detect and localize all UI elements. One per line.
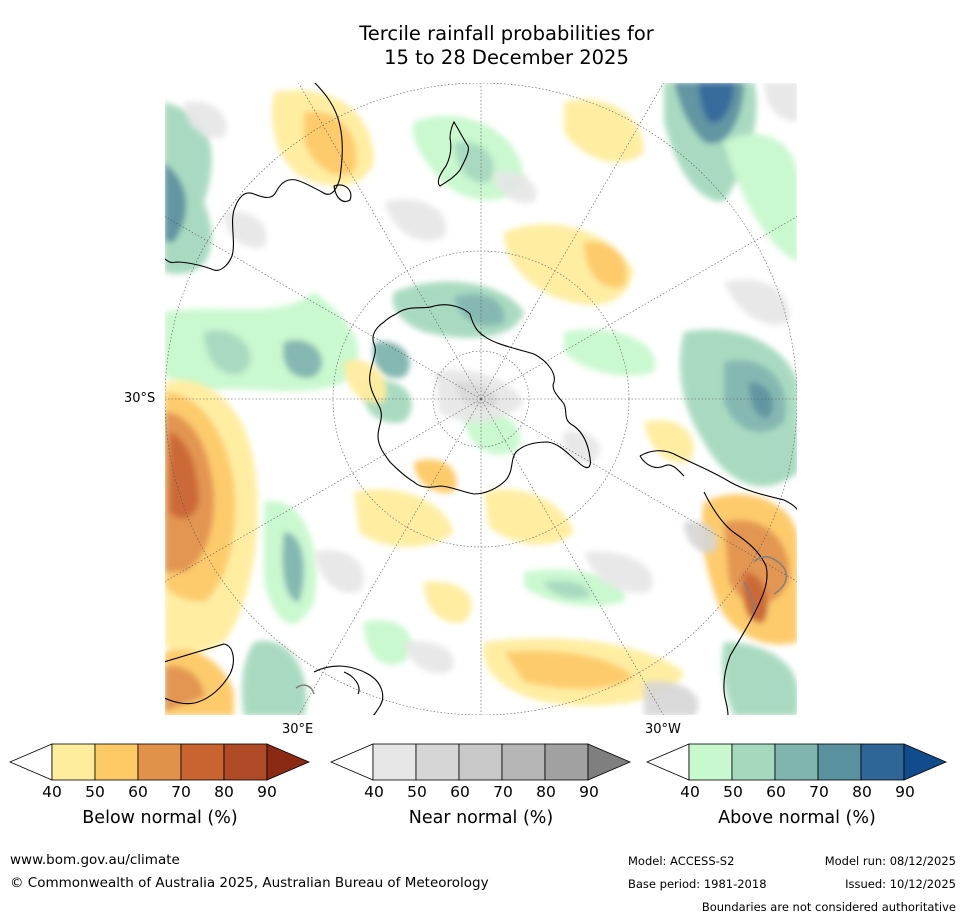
national-boundaries: [295, 556, 788, 695]
lat-label-30s: 30°S: [124, 391, 156, 406]
above-bin-80-90: [860, 743, 905, 781]
above-tick-60: 60: [766, 783, 786, 801]
lon-label-30e: 30°E: [282, 722, 314, 737]
colorbar-below-normal: [8, 743, 311, 781]
above-tick-80: 80: [852, 783, 872, 801]
map-title-line1: Tercile rainfall probabilities for: [359, 22, 654, 45]
below-normal-label: Below normal (%): [82, 808, 238, 828]
footer-model-run: Model run: 08/12/2025: [824, 854, 956, 868]
near-bin-80-90: [544, 743, 589, 781]
near-tick-90: 90: [579, 783, 599, 801]
new-zealand-coastline: [437, 120, 469, 187]
lon-label-30w: 30°W: [645, 722, 681, 737]
below-tick-80: 80: [214, 783, 234, 801]
graticule: [164, 82, 798, 716]
above-normal-label: Above normal (%): [718, 808, 876, 828]
above-tick-40: 40: [680, 783, 700, 801]
africa-coastline: [164, 643, 384, 716]
coastlines: [164, 82, 798, 716]
footer-issued: Issued: 10/12/2025: [845, 877, 956, 891]
below-bin-under-40: [8, 743, 53, 781]
below-tick-40: 40: [42, 783, 62, 801]
near-bin-50-60: [415, 743, 460, 781]
colorbar-near-normal: [329, 743, 632, 781]
colorbar-above-normal: [645, 743, 948, 781]
near-bin-under-40: [329, 743, 374, 781]
above-tick-70: 70: [809, 783, 829, 801]
below-tick-70: 70: [171, 783, 191, 801]
near-tick-80: 80: [536, 783, 556, 801]
below-tick-50: 50: [85, 783, 105, 801]
below-normal-shading: [164, 90, 798, 716]
above-bin-60-70: [774, 743, 819, 781]
map-title-line2: 15 to 28 December 2025: [384, 46, 629, 69]
below-bin-60-70: [137, 743, 182, 781]
below-bin-50-60: [94, 743, 139, 781]
south-america-coastline: [639, 450, 798, 716]
footer-copyright: © Commonwealth of Australia 2025, Austra…: [10, 875, 489, 891]
below-bin-over-90: [266, 743, 311, 781]
above-bin-40-50: [688, 743, 733, 781]
near-normal-label: Near normal (%): [408, 808, 554, 828]
above-bin-70-80: [817, 743, 862, 781]
antarctica-coastline: [369, 304, 591, 495]
near-tick-70: 70: [493, 783, 513, 801]
map-canvas: [164, 82, 798, 716]
near-bin-70-80: [501, 743, 546, 781]
below-bin-40-50: [51, 743, 96, 781]
near-tick-40: 40: [364, 783, 384, 801]
above-bin-50-60: [731, 743, 776, 781]
near-bin-over-90: [587, 743, 632, 781]
near-normal-shading: [184, 82, 798, 716]
below-bin-70-80: [180, 743, 225, 781]
above-tick-50: 50: [723, 783, 743, 801]
australia-coastline: [164, 82, 343, 271]
rainfall-probability-map: [164, 82, 798, 716]
map-title: Tercile rainfall probabilities for 15 to…: [0, 22, 965, 70]
near-bin-60-70: [458, 743, 503, 781]
footer-disclaimer: Boundaries are not considered authoritat…: [701, 900, 956, 914]
footer-website: www.bom.gov.au/climate: [10, 852, 180, 868]
near-bin-40-50: [372, 743, 417, 781]
near-tick-50: 50: [407, 783, 427, 801]
below-tick-90: 90: [257, 783, 277, 801]
near-tick-60: 60: [450, 783, 470, 801]
above-bin-over-90: [903, 743, 948, 781]
footer-model: Model: ACCESS-S2: [628, 854, 735, 868]
above-bin-under-40: [645, 743, 690, 781]
below-tick-60: 60: [128, 783, 148, 801]
footer-base-period: Base period: 1981-2018: [628, 877, 767, 891]
below-bin-80-90: [223, 743, 268, 781]
above-tick-90: 90: [895, 783, 915, 801]
